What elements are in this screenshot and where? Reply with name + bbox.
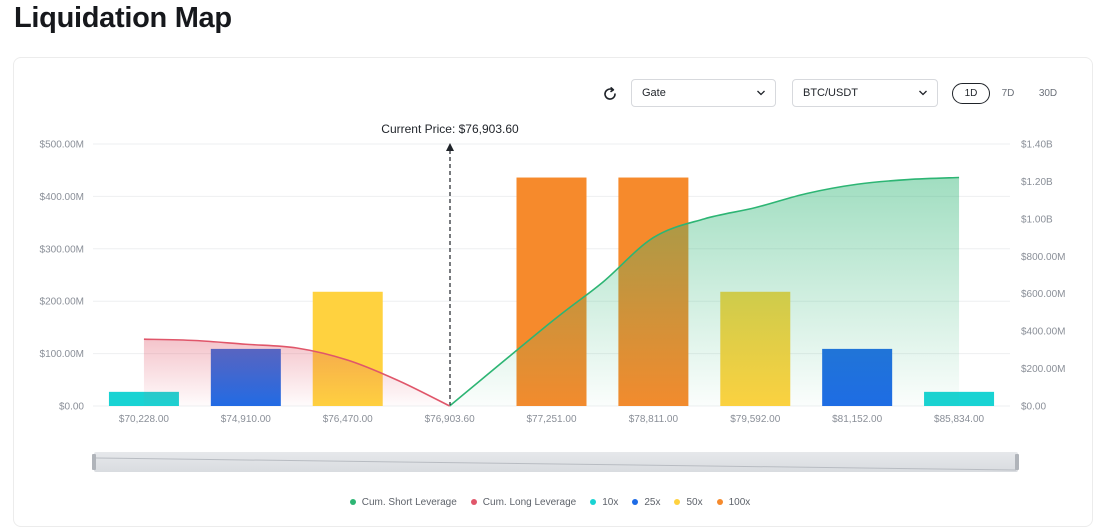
legend-item-25x[interactable]: 25x bbox=[632, 494, 660, 510]
cum-short-leverage-area bbox=[449, 177, 960, 406]
legend-dot-icon bbox=[716, 499, 723, 505]
x-tick-label: $70,228.00 bbox=[119, 414, 169, 425]
cum-long-leverage-area bbox=[143, 339, 450, 406]
page-title: Liquidation Map bbox=[14, 2, 232, 34]
cumulative-lines bbox=[143, 176, 960, 407]
legend-label: Cum. Long Leverage bbox=[482, 496, 577, 508]
legend-dot-icon bbox=[632, 499, 639, 505]
y-left-tick-label: $200.00M bbox=[40, 297, 84, 308]
legend-item-long[interactable]: Cum. Long Leverage bbox=[470, 494, 577, 510]
chart-legend: Cum. Short Leverage Cum. Long Leverage 1… bbox=[0, 494, 1100, 510]
x-tick-label: $76,470.00 bbox=[323, 414, 373, 425]
legend-label: 10x bbox=[602, 496, 619, 508]
refresh-icon bbox=[604, 87, 616, 100]
y-left-tick-label: $500.00M bbox=[40, 140, 84, 151]
legend-dot-icon bbox=[349, 499, 356, 505]
zoom-handle-left[interactable] bbox=[92, 454, 96, 470]
y-left-tick-label: $300.00M bbox=[40, 244, 84, 255]
legend-label: 25x bbox=[644, 496, 661, 508]
cum-long-leverage-line bbox=[143, 338, 450, 407]
x-tick-label: $77,251.00 bbox=[526, 414, 576, 425]
range-1d-button[interactable]: 1D bbox=[952, 83, 990, 104]
x-tick-label: $79,592.00 bbox=[730, 414, 780, 425]
pair-select[interactable]: BTC/USDT bbox=[792, 79, 938, 107]
legend-dot-icon bbox=[590, 499, 597, 505]
chevron-down-icon bbox=[919, 90, 927, 96]
legend-label: 100x bbox=[728, 496, 751, 508]
zoom-handle-right[interactable] bbox=[1015, 454, 1019, 470]
y-right-tick-label: $600.00M bbox=[1021, 289, 1065, 300]
y-right-tick-label: $0.00 bbox=[1021, 402, 1046, 413]
x-tick-label: $78,811.00 bbox=[629, 414, 679, 425]
current-price-label: Current Price: $76,903.60 bbox=[381, 122, 519, 136]
y-right-tick-label: $1.00B bbox=[1021, 214, 1053, 225]
legend-label: 50x bbox=[686, 496, 703, 508]
legend-item-10x[interactable]: 10x bbox=[590, 494, 618, 510]
y-right-tick-label: $400.00M bbox=[1021, 327, 1065, 338]
legend-dot-icon bbox=[470, 499, 477, 505]
refresh-button[interactable] bbox=[600, 84, 620, 104]
current-price-marker: Current Price: $76,903.60 bbox=[381, 122, 519, 405]
y-right-tick-label: $1.40B bbox=[1021, 140, 1053, 151]
zoom-slider[interactable] bbox=[92, 452, 1019, 472]
x-tick-label: $81,152.00 bbox=[832, 414, 882, 425]
x-tick-label: $74,910.00 bbox=[221, 414, 271, 425]
exchange-select[interactable]: Gate bbox=[631, 79, 776, 107]
cumulative-areas bbox=[143, 177, 960, 406]
pair-select-value: BTC/USDT bbox=[803, 87, 858, 99]
cum-short-leverage-line bbox=[449, 176, 960, 407]
legend-item-short[interactable]: Cum. Short Leverage bbox=[349, 494, 457, 510]
axes: $0.00 $100.00M $200.00M $300.00M $400.00M $50… bbox=[40, 140, 1066, 426]
y-right-tick-label: $1.20B bbox=[1021, 177, 1053, 188]
legend-item-50x[interactable]: 50x bbox=[674, 494, 703, 510]
y-left-tick-label: $0.00 bbox=[59, 402, 84, 413]
chevron-down-icon bbox=[757, 90, 765, 96]
y-right-tick-label: $200.00M bbox=[1021, 364, 1065, 375]
range-7d-button[interactable]: 7D bbox=[1001, 88, 1015, 99]
y-left-tick-label: $100.00M bbox=[40, 349, 84, 360]
y-left-tick-label: $400.00M bbox=[40, 192, 84, 203]
x-tick-label: $85,834.00 bbox=[934, 414, 984, 425]
legend-item-100x[interactable]: 100x bbox=[716, 494, 751, 510]
range-30d-button[interactable]: 30D bbox=[1038, 88, 1058, 99]
legend-dot-icon bbox=[674, 499, 681, 505]
x-tick-label: $76,903.60 bbox=[425, 414, 475, 425]
y-right-tick-label: $800.00M bbox=[1021, 252, 1065, 263]
exchange-select-value: Gate bbox=[642, 87, 666, 99]
legend-label: Cum. Short Leverage bbox=[361, 496, 457, 508]
